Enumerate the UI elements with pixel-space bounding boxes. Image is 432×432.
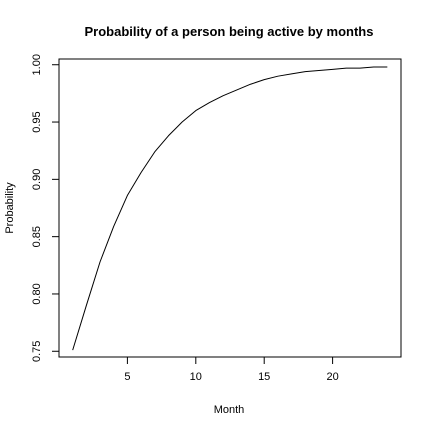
y-tick-label: 0.90 <box>31 169 43 190</box>
chart-title: Probability of a person being active by … <box>85 24 374 39</box>
x-tick-label: 15 <box>258 371 270 383</box>
y-tick-label: 0.85 <box>31 226 43 247</box>
y-axis-label: Probability <box>4 182 16 234</box>
y-tick-label: 0.80 <box>31 283 43 304</box>
y-tick-label: 0.95 <box>31 111 43 132</box>
y-tick-label: 1.00 <box>31 54 43 75</box>
y-tick-label: 0.75 <box>31 341 43 362</box>
x-axis-label: Month <box>214 404 245 416</box>
x-tick-label: 20 <box>326 371 338 383</box>
series-layer <box>72 66 388 351</box>
y-axis: 0.75 0.80 0.85 0.90 0.95 1.00 <box>31 54 60 362</box>
x-tick-label: 5 <box>124 371 130 383</box>
x-axis: 5 10 15 20 <box>124 356 339 383</box>
series-line <box>72 66 388 351</box>
x-tick-label: 10 <box>190 371 202 383</box>
